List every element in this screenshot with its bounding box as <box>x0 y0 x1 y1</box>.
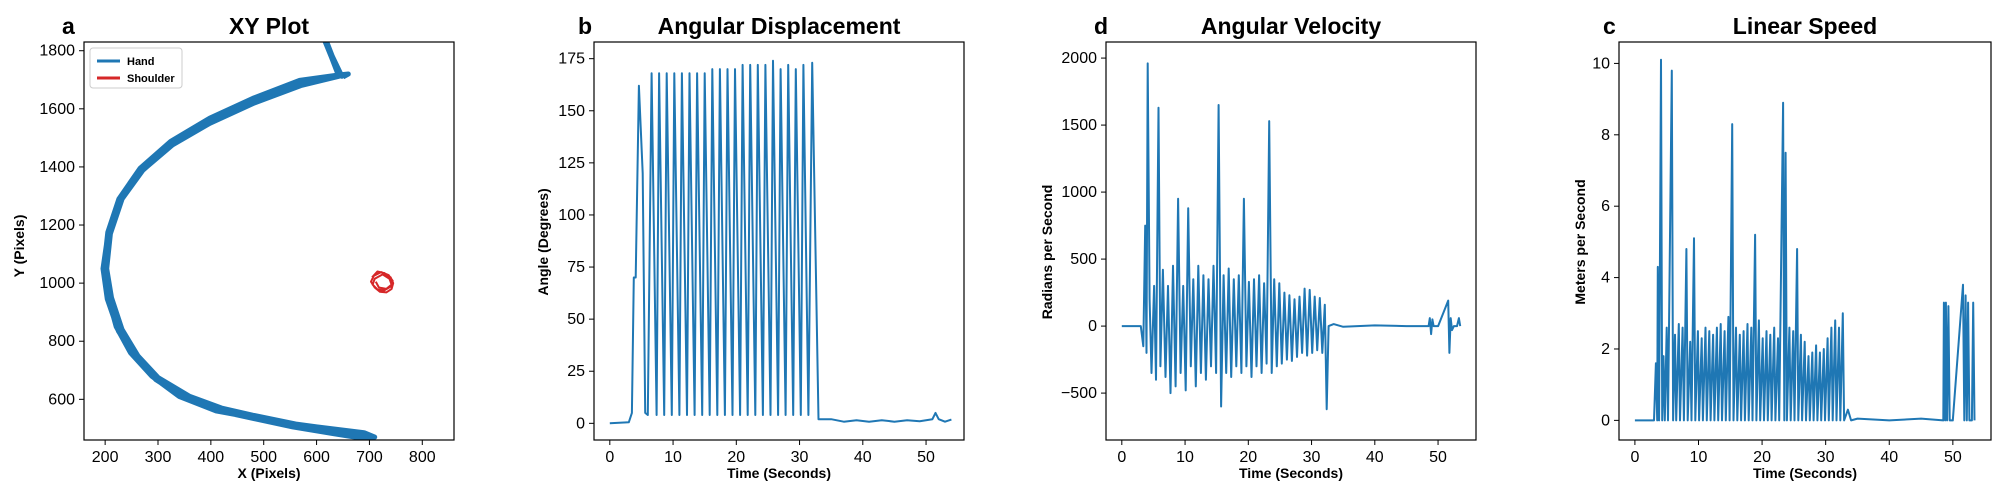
x-tick-label: 50 <box>917 449 935 466</box>
x-tick-label: 400 <box>198 449 225 466</box>
y-axis-label: Meters per Second <box>1572 179 1588 304</box>
x-tick-label: 40 <box>854 449 872 466</box>
x-tick-label: 20 <box>1239 449 1257 466</box>
series-line-data <box>1634 58 1976 422</box>
y-tick-label: 1400 <box>39 159 75 176</box>
x-tick-label: 0 <box>1117 449 1126 466</box>
y-tick-label: 25 <box>567 363 585 380</box>
x-tick-label: 30 <box>791 449 809 466</box>
x-tick-label: 10 <box>1176 449 1194 466</box>
y-tick-label: 800 <box>48 333 75 350</box>
y-tick-label: 600 <box>48 391 75 408</box>
legend-label: Shoulder <box>127 73 175 85</box>
panel-angular-velocity: d Angular Velocity Time (Seconds) Radian… <box>1039 13 1477 481</box>
x-axis-label: Time (Seconds) <box>1239 465 1343 481</box>
y-tick-label: 500 <box>1070 251 1097 268</box>
panel-xy-plot: a XY Plot X (Pixels) Y (Pixels) 200 300 40… <box>11 13 455 481</box>
x-tick-label: 800 <box>409 449 436 466</box>
legend-label: Hand <box>127 56 155 68</box>
axes-frame <box>593 41 965 441</box>
y-tick-label: 150 <box>558 103 585 120</box>
y-tick-label: 1600 <box>39 101 75 118</box>
y-tick-label: 100 <box>558 207 585 224</box>
y-axis-label: Angle (Degrees) <box>535 188 551 295</box>
y-tick-label: 10 <box>1592 55 1610 72</box>
x-tick-label: 700 <box>356 449 383 466</box>
x-tick-label: 500 <box>250 449 277 466</box>
y-tick-label: 0 <box>1601 412 1610 429</box>
x-tick-label: 40 <box>1880 449 1898 466</box>
x-tick-label: 20 <box>727 449 745 466</box>
y-tick-label: 1000 <box>39 275 75 292</box>
x-tick-label: 40 <box>1366 449 1384 466</box>
panel-linear-speed: c Linear Speed Time (Seconds) Meters per… <box>1572 13 1992 481</box>
panel-letter: b <box>578 13 592 39</box>
axes-frame <box>1618 41 1992 441</box>
chart-title: Linear Speed <box>1733 13 1877 39</box>
x-tick-label: 600 <box>303 449 330 466</box>
series-line-shoulder <box>370 270 395 294</box>
chart-title: Angular Displacement <box>658 13 901 39</box>
y-tick-label: 0 <box>576 415 585 432</box>
x-tick-label: 10 <box>664 449 682 466</box>
x-tick-label: 20 <box>1753 449 1771 466</box>
y-tick-label: 1800 <box>39 43 75 60</box>
axes-frame <box>1105 41 1477 441</box>
chart-title: Angular Velocity <box>1201 13 1381 39</box>
y-axis-label: Y (Pixels) <box>11 215 27 278</box>
x-axis-label: X (Pixels) <box>237 465 300 481</box>
x-axis-label: Time (Seconds) <box>1753 465 1857 481</box>
series-line-data <box>609 59 952 425</box>
x-tick-label: 200 <box>92 449 119 466</box>
y-tick-label: 75 <box>567 259 585 276</box>
y-tick-label: 50 <box>567 311 585 328</box>
series-line-hand <box>100 42 378 440</box>
axes-frame <box>83 41 455 441</box>
y-tick-label: 4 <box>1601 270 1610 287</box>
y-tick-label: 1200 <box>39 217 75 234</box>
y-tick-label: 175 <box>558 51 585 68</box>
y-tick-label: 6 <box>1601 198 1610 215</box>
y-tick-label: 8 <box>1601 127 1610 144</box>
y-tick-label: 0 <box>1088 318 1097 335</box>
x-tick-label: 30 <box>1303 449 1321 466</box>
x-tick-label: 10 <box>1690 449 1708 466</box>
y-tick-label: 1000 <box>1061 184 1097 201</box>
x-tick-label: 0 <box>605 449 614 466</box>
y-tick-label: 2000 <box>1061 50 1097 67</box>
chart-title: XY Plot <box>229 13 309 39</box>
y-tick-label: −500 <box>1061 385 1097 402</box>
y-tick-label: 1500 <box>1061 117 1097 134</box>
panel-letter: c <box>1603 13 1616 39</box>
panel-letter: d <box>1094 13 1108 39</box>
series-line-data <box>1121 62 1462 411</box>
x-tick-label: 50 <box>1429 449 1447 466</box>
y-axis-label: Radians per Second <box>1039 185 1055 320</box>
panel-letter: a <box>62 13 75 39</box>
y-tick-label: 125 <box>558 155 585 172</box>
x-tick-label: 50 <box>1944 449 1962 466</box>
x-tick-label: 0 <box>1630 449 1639 466</box>
x-tick-label: 300 <box>145 449 172 466</box>
panel-angular-displacement: b Angular Displacement Time (Seconds) An… <box>535 13 965 481</box>
y-tick-label: 2 <box>1601 341 1610 358</box>
x-tick-label: 30 <box>1817 449 1835 466</box>
x-axis-label: Time (Seconds) <box>727 465 831 481</box>
